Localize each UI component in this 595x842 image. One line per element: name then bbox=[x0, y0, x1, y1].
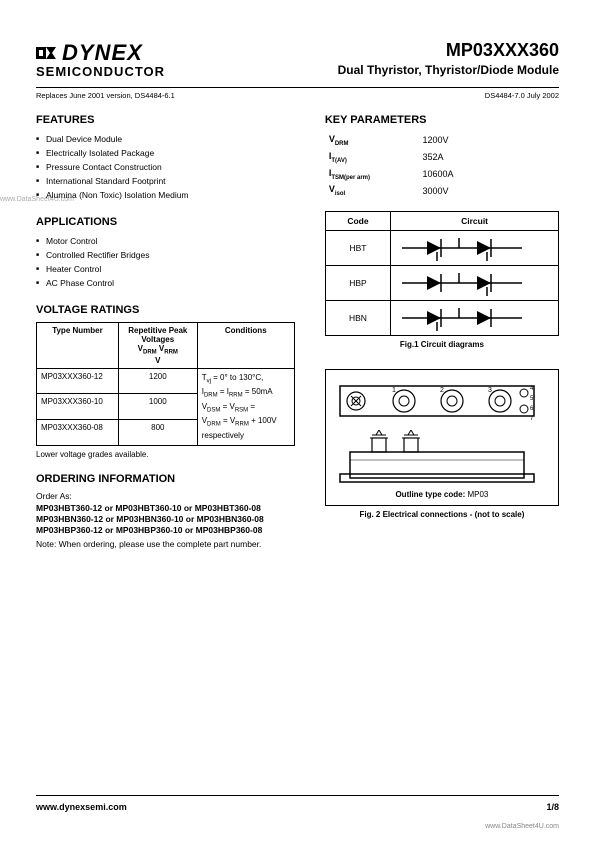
logo-brand: DYNEX bbox=[36, 40, 165, 66]
circuit-diagram-hbn bbox=[391, 301, 559, 336]
circuit-diagram-hbp bbox=[391, 266, 559, 301]
vr-v: 1000 bbox=[118, 394, 197, 420]
right-column: KEY PARAMETERS VDRM1200V IT(AV)352A ITSM… bbox=[325, 114, 559, 549]
app-item: Heater Control bbox=[36, 262, 295, 276]
logo-text: DYNEX bbox=[62, 40, 143, 66]
order-line: MP03HBN360-12 or MP03HBN360-10 or MP03HB… bbox=[36, 514, 295, 524]
subtitle: Dual Thyristor, Thyristor/Diode Module bbox=[338, 63, 559, 77]
module-side-icon bbox=[332, 430, 542, 486]
app-item: Motor Control bbox=[36, 234, 295, 248]
svg-text:7: 7 bbox=[530, 416, 534, 422]
applications-list: Motor Control Controlled Rectifier Bridg… bbox=[36, 234, 295, 290]
logo-block: DYNEX SEMICONDUCTOR bbox=[36, 40, 165, 79]
svg-text:1: 1 bbox=[392, 387, 396, 394]
feature-item: International Standard Footprint bbox=[36, 174, 295, 188]
app-item: Controlled Rectifier Bridges bbox=[36, 248, 295, 262]
order-line: MP03HBP360-12 or MP03HBP360-10 or MP03HB… bbox=[36, 525, 295, 535]
vr-type: MP03XXX360-12 bbox=[37, 368, 119, 394]
vr-type: MP03XXX360-08 bbox=[37, 420, 119, 446]
vr-type: MP03XXX360-10 bbox=[37, 394, 119, 420]
voltage-heading: VOLTAGE RATINGS bbox=[36, 304, 295, 316]
outline-label: Outline type code: MP03 bbox=[332, 490, 552, 499]
circuit-table: Code Circuit HBT bbox=[325, 211, 559, 336]
vr-v: 1200 bbox=[118, 368, 197, 394]
module-top-icon: 1 2 3 4 5 6 7 bbox=[332, 378, 542, 424]
order-line: MP03HBT360-12 or MP03HBT360-10 or MP03HB… bbox=[36, 503, 295, 513]
app-item: AC Phase Control bbox=[36, 276, 295, 290]
circuit-diagram-hbt bbox=[391, 231, 559, 266]
vr-cond: Tvj = 0° to 130°C, IDRM = IRRM = 50mA VD… bbox=[197, 368, 294, 445]
watermark-bottom: www.DataSheet4U.com bbox=[485, 823, 559, 830]
feature-item: Electrically Isolated Package bbox=[36, 146, 295, 160]
feature-item: Dual Device Module bbox=[36, 132, 295, 146]
title-block: MP03XXX360 Dual Thyristor, Thyristor/Dio… bbox=[338, 40, 559, 77]
circuit-col-code: Code bbox=[325, 212, 390, 231]
thyristor-diode-icon bbox=[397, 305, 527, 331]
replaces-text: Replaces June 2001 version, DS4484-6.1 bbox=[36, 91, 175, 100]
circuit-col-circuit: Circuit bbox=[391, 212, 559, 231]
order-note: Note: When ordering, please use the comp… bbox=[36, 539, 295, 549]
keyparams-heading: KEY PARAMETERS bbox=[325, 114, 559, 126]
keyparams-table: VDRM1200V IT(AV)352A ITSM(per arm)10600A… bbox=[325, 132, 559, 199]
fig2-caption: Fig. 2 Electrical connections - (not to … bbox=[325, 510, 559, 519]
footer: www.dynexsemi.com 1/8 bbox=[36, 795, 559, 812]
header: DYNEX SEMICONDUCTOR MP03XXX360 Dual Thyr… bbox=[36, 40, 559, 79]
thyristor-thyristor-icon bbox=[397, 235, 527, 261]
module-drawing: 1 2 3 4 5 6 7 bbox=[325, 369, 559, 506]
svg-text:3: 3 bbox=[488, 387, 492, 394]
circuit-code: HBP bbox=[325, 266, 390, 301]
svg-text:2: 2 bbox=[440, 387, 444, 394]
fig1-caption: Fig.1 Circuit diagrams bbox=[325, 340, 559, 349]
order-as-label: Order As: bbox=[36, 491, 295, 501]
feature-item: Pressure Contact Construction bbox=[36, 160, 295, 174]
ordering-heading: ORDERING INFORMATION bbox=[36, 473, 295, 485]
footer-url: www.dynexsemi.com bbox=[36, 802, 127, 812]
vr-col-type: Type Number bbox=[37, 323, 119, 369]
revision-line: Replaces June 2001 version, DS4484-6.1 D… bbox=[36, 87, 559, 100]
logo-sub: SEMICONDUCTOR bbox=[36, 64, 165, 79]
diode-thyristor-icon bbox=[397, 270, 527, 296]
features-list: Dual Device Module Electrically Isolated… bbox=[36, 132, 295, 202]
left-column: FEATURES Dual Device Module Electrically… bbox=[36, 114, 295, 549]
vr-col-cond: Conditions bbox=[197, 323, 294, 369]
features-heading: FEATURES bbox=[36, 114, 295, 126]
feature-item: Alumina (Non Toxic) Isolation Medium bbox=[36, 188, 295, 202]
circuit-code: HBN bbox=[325, 301, 390, 336]
circuit-code: HBT bbox=[325, 231, 390, 266]
voltage-table: Type Number Repetitive Peak Voltages VDR… bbox=[36, 322, 295, 446]
applications-heading: APPLICATIONS bbox=[36, 216, 295, 228]
vr-col-voltage: Repetitive Peak Voltages VDRM VRRMV bbox=[118, 323, 197, 369]
part-number: MP03XXX360 bbox=[338, 40, 559, 61]
footer-page: 1/8 bbox=[546, 802, 559, 812]
vr-v: 800 bbox=[118, 420, 197, 446]
voltage-note: Lower voltage grades available. bbox=[36, 450, 295, 459]
docid-text: DS4484-7.0 July 2002 bbox=[485, 91, 559, 100]
